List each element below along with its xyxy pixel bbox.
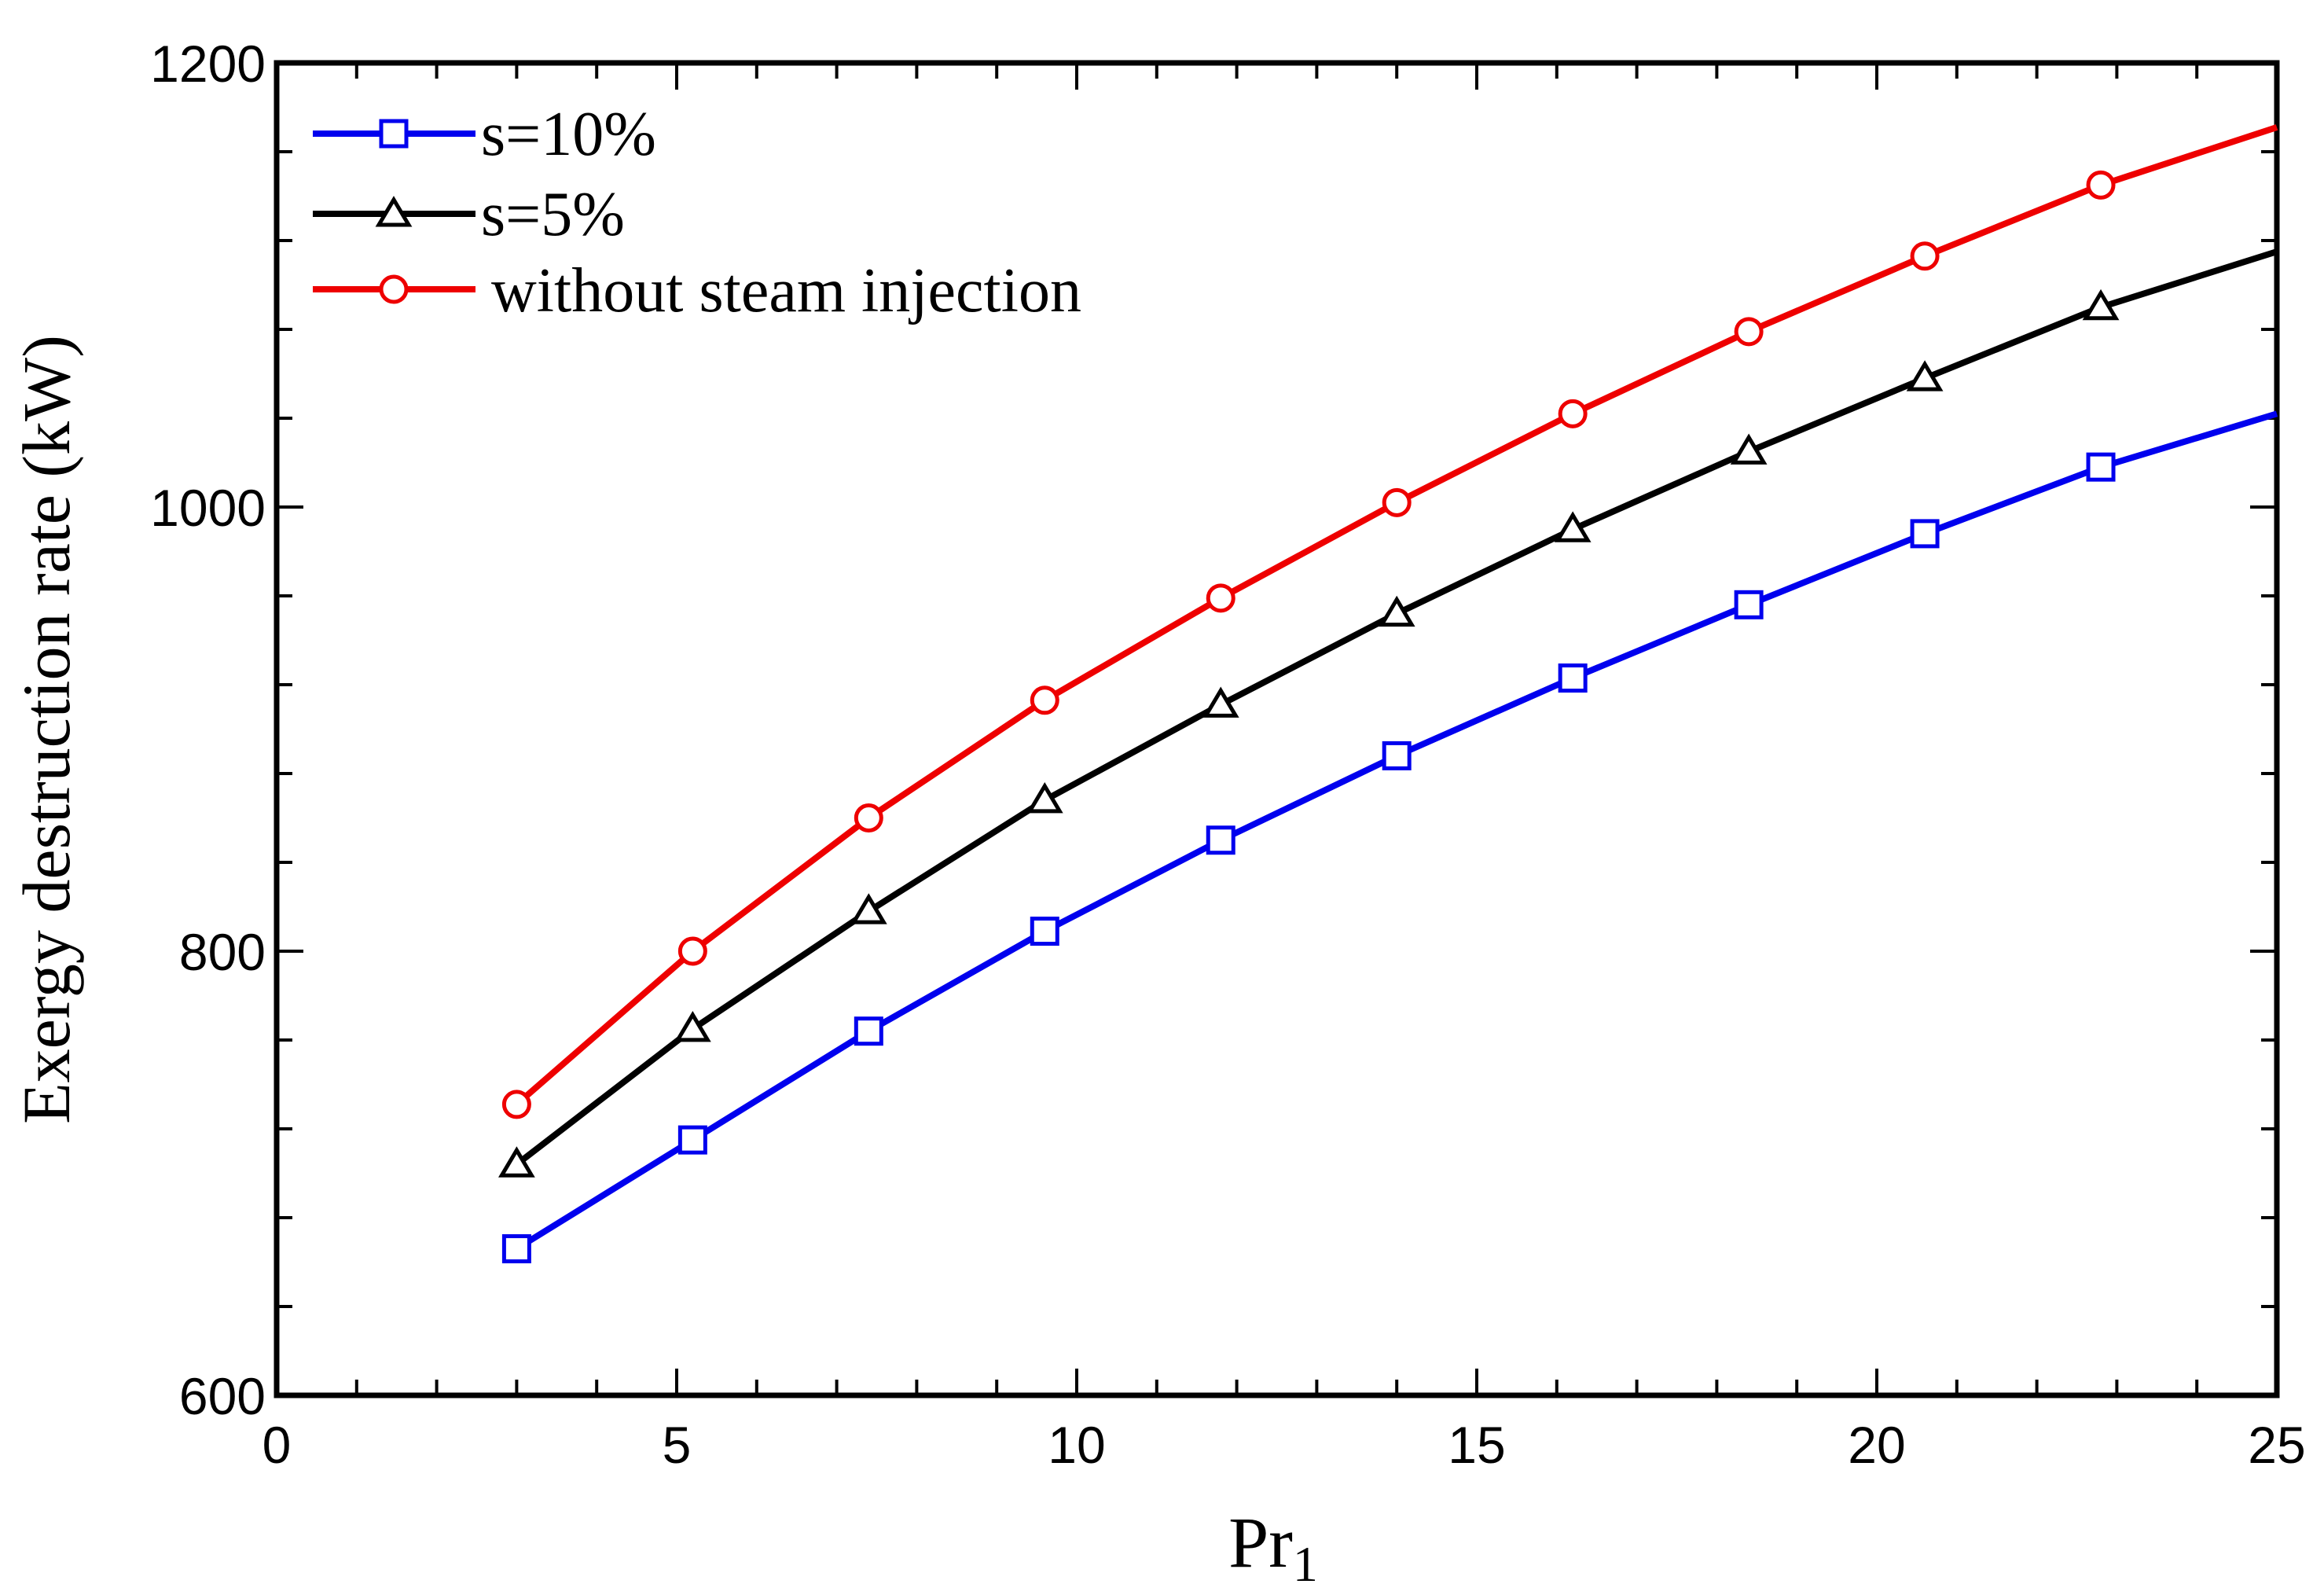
legend-marker-circle bbox=[379, 274, 409, 304]
data-point-triangle bbox=[1906, 360, 1944, 391]
x-tick-label: 25 bbox=[2248, 1416, 2305, 1474]
data-point-triangle bbox=[1730, 433, 1768, 465]
data-point-square bbox=[1030, 917, 1059, 946]
axis-tick-labels: 0 5 10 15 20 25 600 800 1000 1200 bbox=[150, 35, 2306, 1474]
series-line bbox=[514, 248, 2278, 1167]
y-tick-label: 1000 bbox=[150, 479, 266, 537]
data-point-triangle bbox=[1202, 686, 1239, 718]
data-point-square bbox=[2086, 452, 2116, 482]
data-point-circle bbox=[677, 936, 707, 966]
data-point-circle bbox=[2086, 170, 2116, 200]
legend-label-no-steam: without steam injection bbox=[491, 256, 1081, 325]
data-point-circle bbox=[1382, 487, 1412, 517]
data-point-triangle bbox=[850, 893, 887, 924]
data-point-triangle bbox=[1026, 782, 1063, 814]
data-point-circle bbox=[1910, 241, 1940, 271]
series-markers bbox=[498, 170, 2120, 1264]
data-point-circle bbox=[1734, 317, 1764, 347]
axis-ticks bbox=[275, 61, 2278, 1397]
x-tick-label: 15 bbox=[1448, 1416, 1505, 1474]
x-tick-label: 0 bbox=[263, 1416, 292, 1474]
y-tick-label: 600 bbox=[179, 1367, 266, 1425]
data-point-triangle bbox=[498, 1146, 535, 1178]
data-point-square bbox=[677, 1125, 707, 1155]
legend-entry-no-steam: without steam injection bbox=[313, 256, 1081, 325]
data-point-circle bbox=[1206, 583, 1235, 613]
data-point-circle bbox=[501, 1090, 531, 1119]
data-point-triangle bbox=[2082, 289, 2120, 321]
data-point-square bbox=[501, 1234, 531, 1264]
plot-frame bbox=[274, 60, 2280, 1398]
legend-label-s5: s=5% bbox=[481, 180, 625, 249]
data-point-square bbox=[1558, 663, 1588, 693]
data-point-square bbox=[1382, 741, 1412, 770]
y-tick-label: 1200 bbox=[150, 35, 266, 93]
data-point-square bbox=[854, 1016, 883, 1046]
x-axis-title-main: Pr bbox=[1228, 1502, 1293, 1582]
legend-entry-s5: s=5% bbox=[313, 180, 625, 249]
x-axis-title-subscript: 1 bbox=[1293, 1536, 1318, 1584]
data-point-square bbox=[1734, 590, 1764, 619]
data-point-circle bbox=[854, 803, 883, 832]
data-point-circle bbox=[1030, 685, 1059, 715]
data-point-square bbox=[1206, 825, 1235, 855]
legend: s=10% s=5% without steam injection bbox=[313, 100, 1081, 325]
data-point-triangle bbox=[674, 1010, 711, 1042]
legend-marker-triangle bbox=[375, 196, 413, 227]
data-point-triangle bbox=[1378, 595, 1415, 627]
series-line bbox=[515, 410, 2278, 1251]
y-axis-title: Exergy destruction rate (kW) bbox=[9, 335, 84, 1124]
x-axis-title: Pr1 bbox=[1228, 1502, 1318, 1584]
legend-entry-s10: s=10% bbox=[313, 100, 656, 169]
x-tick-label: 5 bbox=[663, 1416, 692, 1474]
legend-label-s10: s=10% bbox=[481, 100, 656, 169]
x-tick-label: 10 bbox=[1048, 1416, 1105, 1474]
y-tick-label: 800 bbox=[179, 923, 266, 981]
data-point-circle bbox=[1558, 399, 1588, 428]
data-point-triangle bbox=[1554, 511, 1592, 542]
x-tick-label: 20 bbox=[1848, 1416, 1905, 1474]
legend-marker-square bbox=[379, 119, 409, 149]
plot-area-border bbox=[274, 60, 2280, 1398]
data-point-square bbox=[1910, 519, 1940, 549]
